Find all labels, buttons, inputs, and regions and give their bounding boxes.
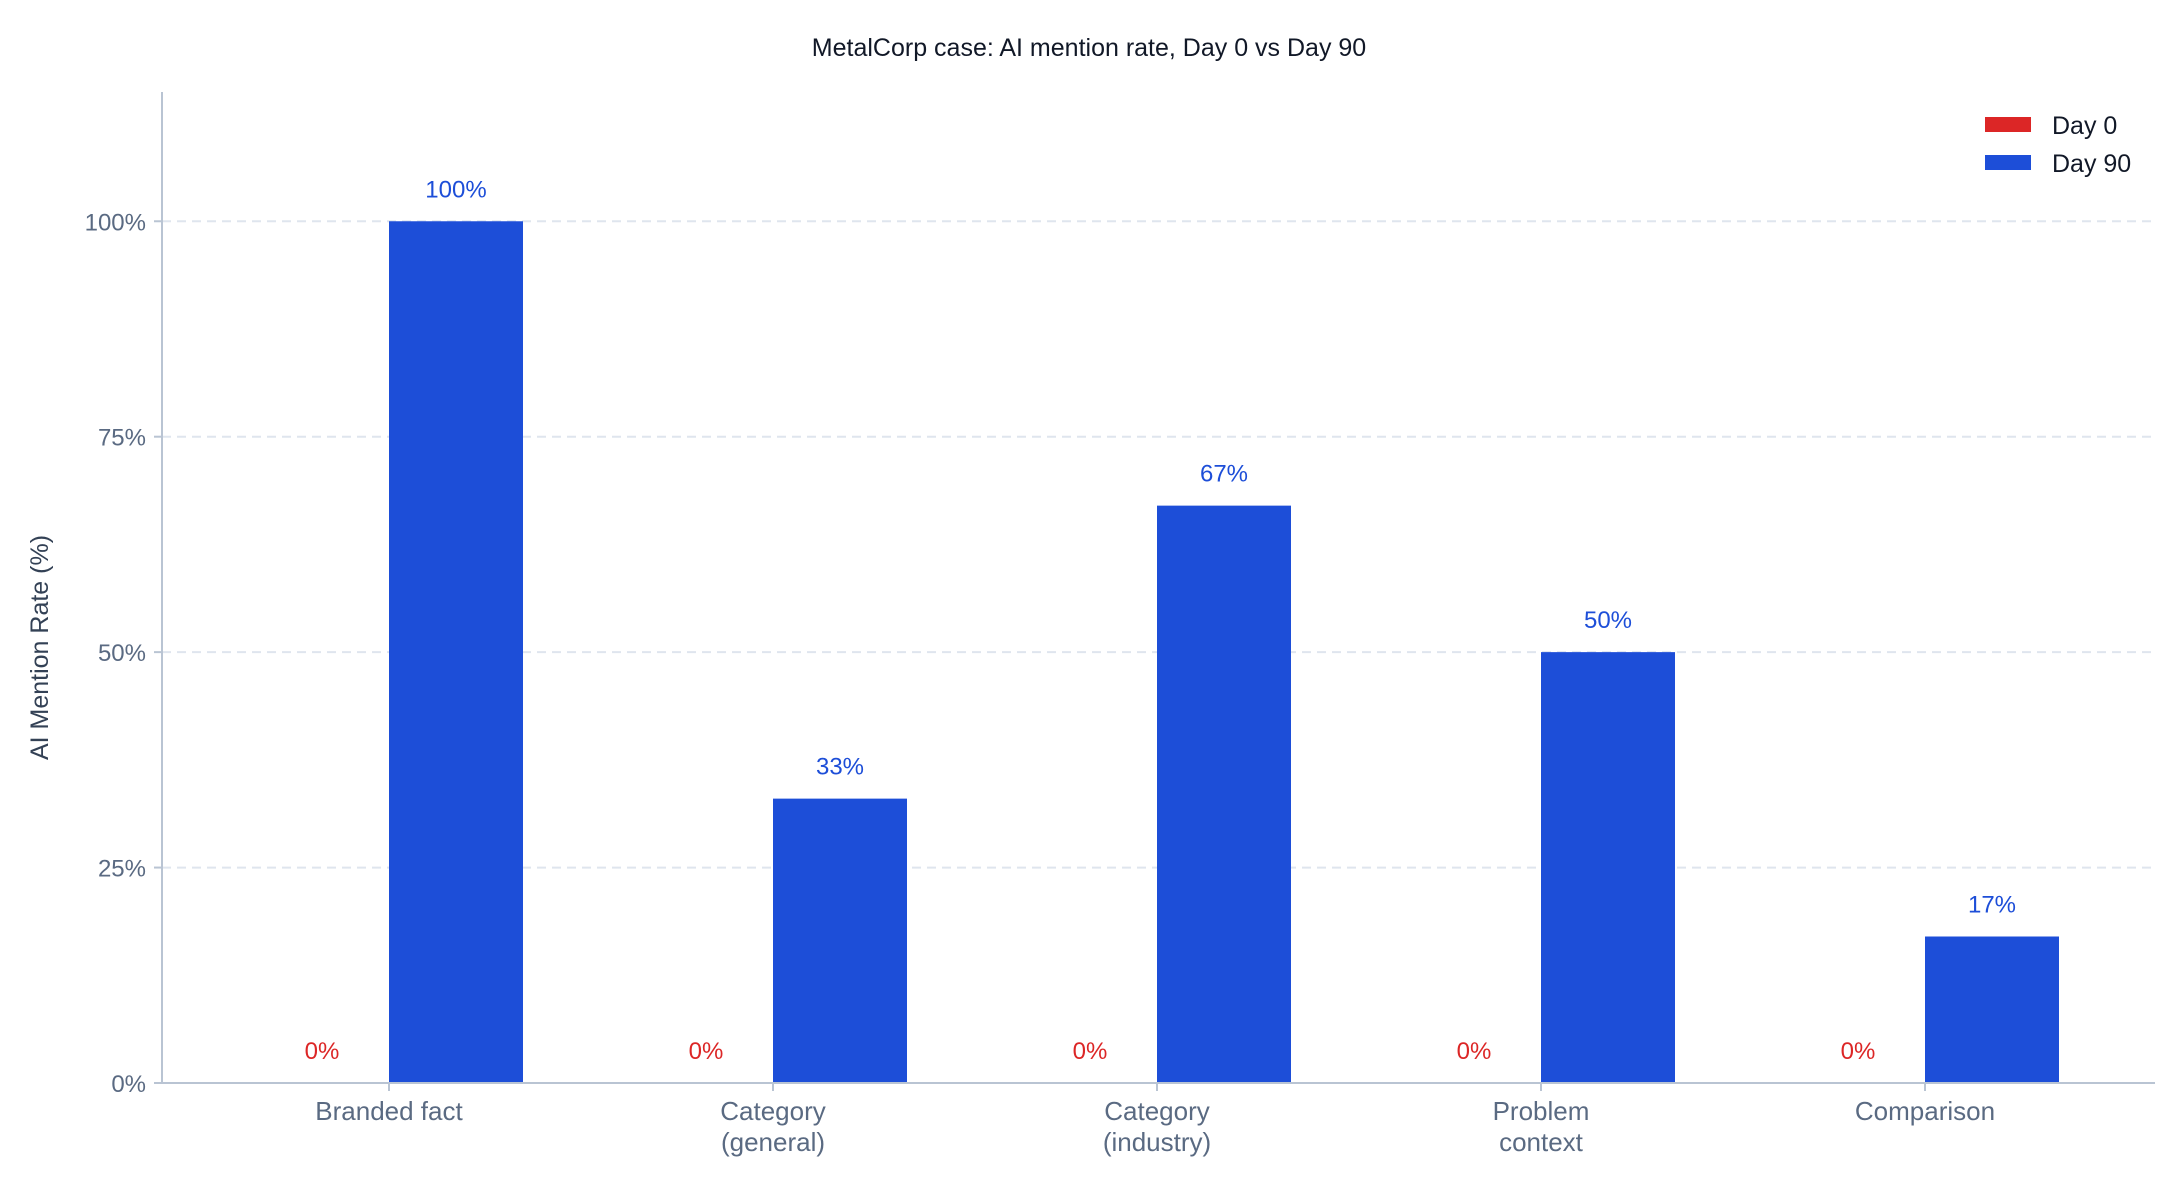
- y-tick-label: 0%: [111, 1071, 146, 1098]
- x-tick-label: Category (industry): [1103, 1096, 1211, 1157]
- data-label: 0%: [1457, 1038, 1492, 1065]
- data-label: 0%: [1841, 1038, 1876, 1065]
- y-tick-label: 75%: [98, 425, 146, 452]
- legend: Day 0 Day 90: [1985, 112, 2131, 178]
- bar-day-90: [1925, 936, 2059, 1083]
- x-tick-label: Comparison: [1855, 1096, 1995, 1126]
- y-axis-label: AI Mention Rate (%): [26, 535, 54, 760]
- data-label: 0%: [1073, 1038, 1108, 1065]
- x-tick-label: Category (general): [720, 1096, 826, 1157]
- data-label: 67%: [1200, 461, 1248, 488]
- y-tick-label: 25%: [98, 856, 146, 883]
- axes: 0% 25% 50% 75% 100% Branded fact Category (gene…: [85, 92, 2155, 1157]
- x-tick-label: Problem context: [1493, 1096, 1590, 1157]
- y-tick-label: 100%: [85, 209, 146, 236]
- data-label: 0%: [305, 1038, 340, 1065]
- bar-day-90: [1541, 652, 1675, 1083]
- legend-swatch: [1985, 117, 2031, 132]
- legend-swatch: [1985, 155, 2031, 170]
- data-label: 100%: [425, 176, 486, 203]
- bars: [389, 221, 2059, 1084]
- bar-day-90: [773, 798, 907, 1083]
- x-tick-label: Branded fact: [315, 1096, 463, 1126]
- data-label: 33%: [816, 754, 864, 781]
- data-label: 0%: [689, 1038, 724, 1065]
- data-label: 17%: [1968, 892, 2016, 919]
- legend-entry: Day 0: [2052, 112, 2117, 140]
- bar-day-90: [389, 221, 523, 1083]
- bar-day-90: [1157, 505, 1291, 1084]
- data-label: 50%: [1584, 607, 1632, 634]
- chart-title: MetalCorp case: AI mention rate, Day 0 v…: [812, 34, 1366, 62]
- legend-entry: Day 90: [2052, 150, 2131, 178]
- y-tick-label: 50%: [98, 640, 146, 667]
- data-labels: 0% 100% 0% 33% 0% 67% 0% 50% 0% 17%: [305, 176, 2016, 1065]
